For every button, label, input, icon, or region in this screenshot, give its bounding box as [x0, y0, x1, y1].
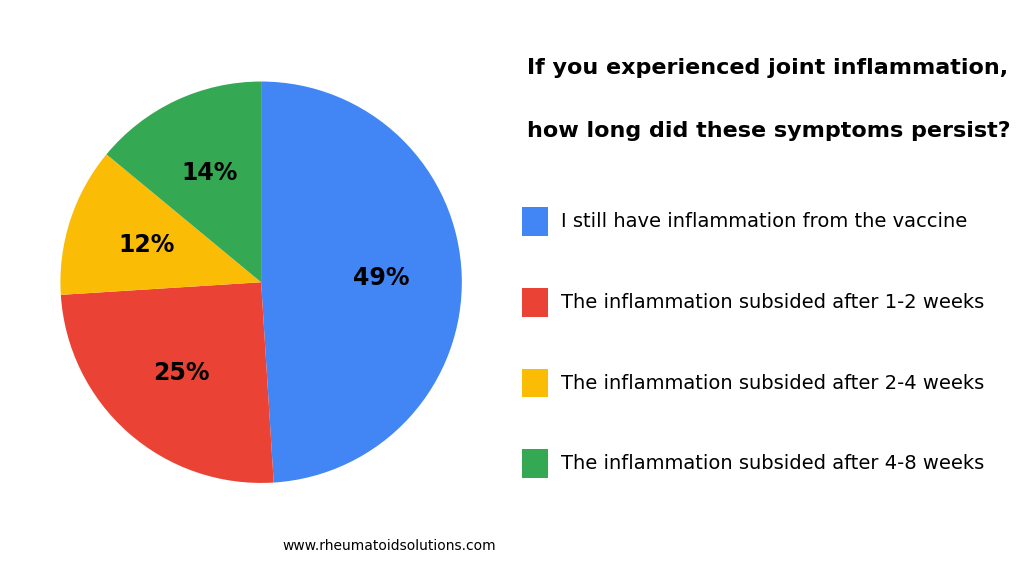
Text: The inflammation subsided after 2-4 weeks: The inflammation subsided after 2-4 week…: [561, 374, 984, 392]
Wedge shape: [60, 154, 261, 295]
Text: The inflammation subsided after 1-2 weeks: The inflammation subsided after 1-2 week…: [561, 293, 984, 312]
Text: If you experienced joint inflammation,: If you experienced joint inflammation,: [527, 58, 1009, 78]
Text: how long did these symptoms persist?: how long did these symptoms persist?: [527, 121, 1011, 141]
Text: I still have inflammation from the vaccine: I still have inflammation from the vacci…: [561, 213, 968, 231]
Text: 14%: 14%: [181, 161, 238, 185]
Wedge shape: [106, 82, 261, 282]
Text: 49%: 49%: [353, 267, 410, 290]
Text: www.rheumatoidsolutions.com: www.rheumatoidsolutions.com: [283, 539, 496, 553]
Wedge shape: [261, 82, 462, 483]
Wedge shape: [60, 282, 273, 483]
Text: 25%: 25%: [154, 361, 210, 385]
Text: 12%: 12%: [119, 233, 175, 257]
Text: The inflammation subsided after 4-8 weeks: The inflammation subsided after 4-8 week…: [561, 454, 984, 473]
